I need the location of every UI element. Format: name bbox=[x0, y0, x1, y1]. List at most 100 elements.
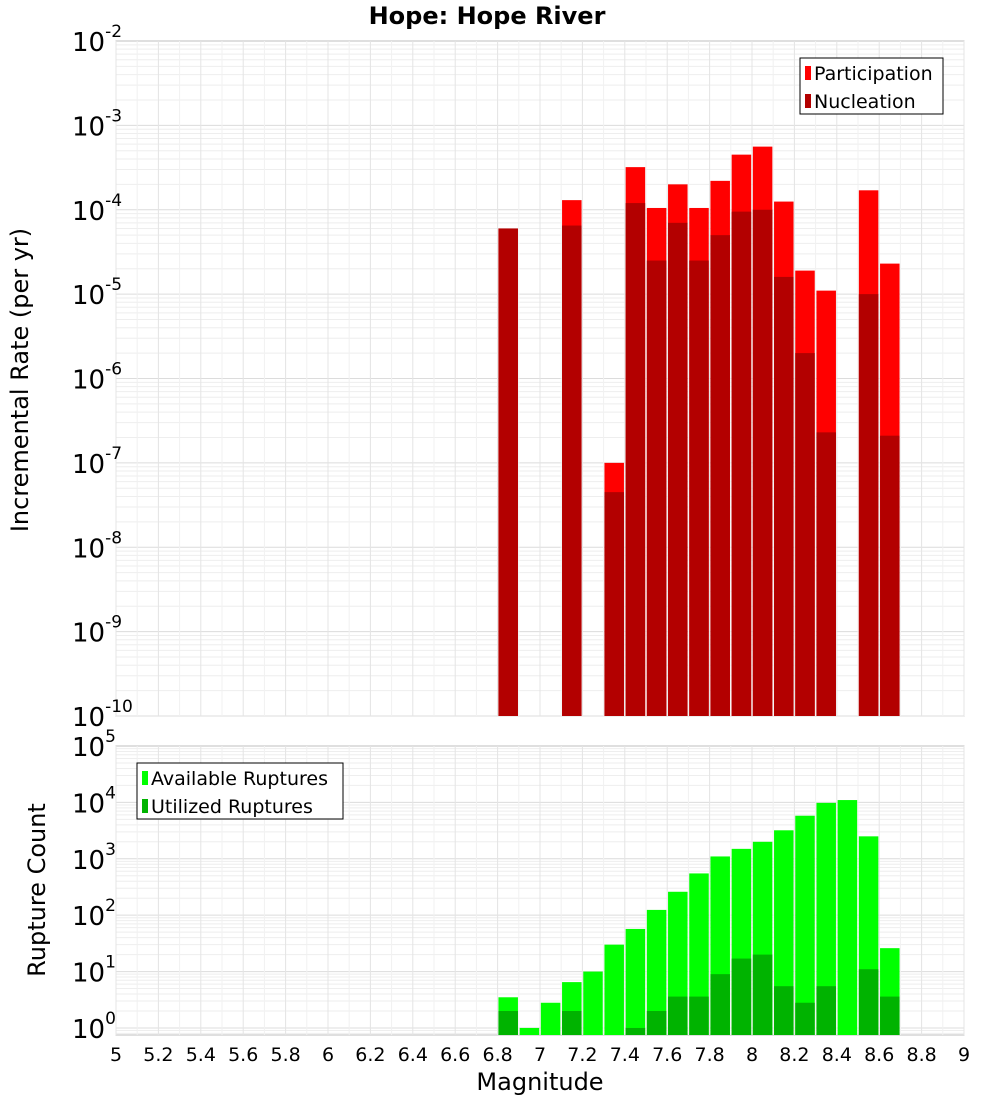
bar-utilized-ruptures bbox=[498, 1010, 518, 1035]
y-tick-label: 10-10 bbox=[72, 697, 133, 733]
legend-entry: Nucleation bbox=[814, 91, 916, 113]
legend-entry: Participation bbox=[814, 63, 933, 85]
bar-nucleation bbox=[858, 294, 879, 716]
x-tick-label: 6.6 bbox=[440, 1044, 470, 1066]
legend-box bbox=[136, 762, 344, 820]
y-tick-label: 10-7 bbox=[72, 444, 122, 480]
y-tick-label: 101 bbox=[72, 953, 116, 989]
bar-available-ruptures bbox=[837, 800, 858, 1035]
y-tick-label: 100 bbox=[72, 1009, 116, 1045]
bar-available-ruptures bbox=[816, 802, 836, 1035]
bar-available-ruptures bbox=[583, 971, 603, 1035]
y-tick-label: 10-6 bbox=[72, 360, 122, 396]
bar-nucleation bbox=[689, 260, 709, 716]
y-tick-labels: 10-10 10-9 10-8 10-7 10-6 10-5 10-4 10-3 10-2 bbox=[72, 22, 133, 733]
x-tick-label: 5 bbox=[110, 1044, 122, 1066]
bar-utilized-ruptures bbox=[816, 986, 836, 1035]
y-tick-label: 105 bbox=[72, 727, 116, 763]
bar-available-ruptures bbox=[774, 830, 794, 1035]
legend-swatch bbox=[805, 94, 811, 108]
bar-nucleation bbox=[880, 435, 900, 716]
top-plot: 10-10 10-9 10-8 10-7 10-6 10-5 10-4 10-3 10-2 Par… bbox=[72, 22, 965, 733]
bar-utilized-ruptures bbox=[625, 1027, 646, 1035]
x-tick-label: 7.6 bbox=[652, 1044, 682, 1066]
grid bbox=[115, 41, 965, 717]
x-tick-label: 5.8 bbox=[270, 1044, 300, 1066]
y-tick-label: 103 bbox=[72, 840, 116, 876]
x-tick-label: 5.6 bbox=[228, 1044, 258, 1066]
bar-utilized-ruptures bbox=[710, 974, 730, 1035]
bar-nucleation bbox=[774, 276, 794, 716]
bottom-y-axis-label: Rupture Count bbox=[23, 803, 51, 977]
bar-nucleation bbox=[604, 492, 624, 716]
bar-nucleation bbox=[646, 260, 667, 716]
bar-utilized-ruptures bbox=[774, 986, 794, 1035]
x-tick-label: 5.2 bbox=[143, 1044, 173, 1066]
x-axis-label: Magnitude bbox=[476, 1068, 603, 1096]
bar-utilized-ruptures bbox=[646, 1010, 667, 1035]
legend-swatch bbox=[142, 771, 148, 785]
bar-utilized-ruptures bbox=[880, 996, 900, 1035]
top-y-axis-label: Incremental Rate (per yr) bbox=[6, 228, 34, 532]
bars bbox=[498, 146, 900, 717]
bar-utilized-ruptures bbox=[689, 996, 709, 1035]
x-tick-labels: 5 5.2 5.4 5.6 5.8 6 6.2 6.4 6.6 6.8 7 7.2 7.4 7.6 7.8 8… bbox=[110, 1044, 970, 1066]
bar-utilized-ruptures bbox=[562, 1010, 582, 1035]
bar-nucleation bbox=[625, 203, 646, 716]
legend-box bbox=[799, 57, 944, 115]
y-tick-label: 102 bbox=[72, 896, 116, 932]
legend: Available Ruptures Utilized Ruptures bbox=[136, 762, 344, 820]
x-tick-label: 5.4 bbox=[186, 1044, 216, 1066]
bar-available-ruptures bbox=[604, 944, 624, 1035]
x-tick-label: 8.6 bbox=[864, 1044, 894, 1066]
bar-available-ruptures bbox=[519, 1027, 540, 1035]
x-tick-label: 8.4 bbox=[822, 1044, 852, 1066]
x-tick-label: 7.2 bbox=[567, 1044, 597, 1066]
bar-nucleation bbox=[731, 211, 752, 716]
bar-nucleation bbox=[795, 353, 815, 716]
y-tick-labels: 100 101 102 103 104 105 bbox=[72, 727, 116, 1045]
y-tick-label: 10-8 bbox=[72, 528, 122, 564]
bar-utilized-ruptures bbox=[668, 996, 688, 1035]
x-tick-label: 6 bbox=[322, 1044, 334, 1066]
y-tick-label: 10-9 bbox=[72, 613, 122, 649]
x-tick-label: 8 bbox=[746, 1044, 758, 1066]
bar-nucleation bbox=[562, 225, 582, 716]
bar-available-ruptures bbox=[540, 1002, 561, 1035]
x-tick-label: 6.8 bbox=[482, 1044, 512, 1066]
legend-swatch bbox=[142, 799, 148, 813]
bar-available-ruptures bbox=[689, 873, 709, 1035]
x-tick-label: 7 bbox=[534, 1044, 546, 1066]
bar-nucleation bbox=[752, 209, 773, 716]
x-tick-label: 8.8 bbox=[906, 1044, 936, 1066]
legend-entry: Available Ruptures bbox=[151, 768, 328, 790]
x-tick-label: 6.4 bbox=[398, 1044, 428, 1066]
x-tick-label: 7.4 bbox=[610, 1044, 640, 1066]
legend-swatch bbox=[805, 66, 811, 80]
x-tick-label: 9 bbox=[958, 1044, 970, 1066]
bar-available-ruptures bbox=[625, 928, 646, 1035]
bars bbox=[498, 800, 900, 1035]
bar-utilized-ruptures bbox=[858, 969, 879, 1035]
y-tick-label: 10-2 bbox=[72, 22, 122, 58]
x-tick-label: 6.2 bbox=[355, 1044, 385, 1066]
chart-title: Hope: Hope River bbox=[369, 2, 606, 30]
bar-utilized-ruptures bbox=[731, 958, 752, 1035]
bar-available-ruptures bbox=[795, 815, 815, 1035]
x-tick-label: 7.8 bbox=[694, 1044, 724, 1066]
y-tick-label: 10-3 bbox=[72, 106, 122, 142]
legend-entry: Utilized Ruptures bbox=[151, 796, 313, 818]
x-tick-label: 8.2 bbox=[779, 1044, 809, 1066]
y-tick-label: 104 bbox=[72, 783, 116, 819]
bar-utilized-ruptures bbox=[795, 1002, 815, 1035]
bottom-plot: 100 101 102 103 104 105 Available Ruptures Util… bbox=[72, 727, 970, 1066]
y-tick-label: 10-5 bbox=[72, 275, 122, 311]
y-tick-label: 10-4 bbox=[72, 191, 122, 227]
bar-utilized-ruptures bbox=[752, 954, 773, 1035]
legend: Participation Nucleation bbox=[799, 57, 944, 115]
bar-nucleation bbox=[816, 432, 836, 716]
bar-nucleation bbox=[668, 222, 688, 716]
bar-nucleation bbox=[498, 228, 518, 716]
